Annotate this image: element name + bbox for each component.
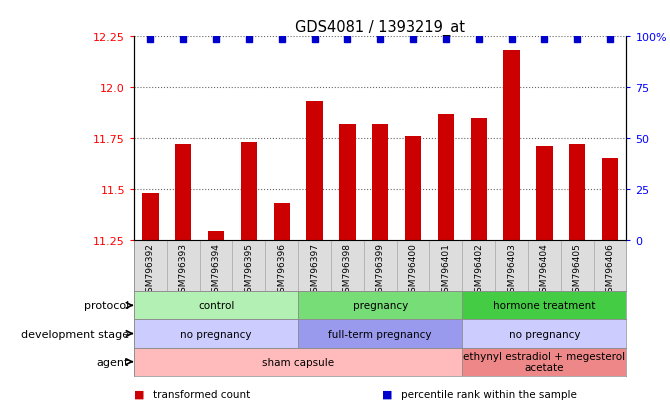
Text: GSM796401: GSM796401 <box>442 242 450 297</box>
Text: percentile rank within the sample: percentile rank within the sample <box>401 389 577 399</box>
Text: GSM796403: GSM796403 <box>507 242 516 297</box>
Bar <box>470 118 487 240</box>
Text: GSM796405: GSM796405 <box>573 242 582 297</box>
Text: GSM796395: GSM796395 <box>245 242 253 297</box>
Text: GSM796402: GSM796402 <box>474 242 483 297</box>
Text: ethynyl estradiol + megesterol
acetate: ethynyl estradiol + megesterol acetate <box>464 351 625 373</box>
Bar <box>462 348 626 376</box>
Bar <box>134 320 298 348</box>
Bar <box>208 232 224 240</box>
Text: GSM796394: GSM796394 <box>212 242 220 297</box>
Bar <box>438 114 454 240</box>
Bar <box>372 124 389 240</box>
Text: sham capsule: sham capsule <box>262 357 334 367</box>
Text: hormone treatment: hormone treatment <box>493 301 596 311</box>
Bar <box>241 142 257 240</box>
Text: no pregnancy: no pregnancy <box>509 329 580 339</box>
Bar <box>602 159 618 240</box>
Text: pregnancy: pregnancy <box>352 301 408 311</box>
Text: GSM796398: GSM796398 <box>343 242 352 297</box>
Bar <box>495 240 528 292</box>
Text: ■: ■ <box>382 389 393 399</box>
Text: control: control <box>198 301 234 311</box>
Bar <box>265 240 298 292</box>
Bar <box>331 240 364 292</box>
Text: no pregnancy: no pregnancy <box>180 329 252 339</box>
Bar <box>298 292 462 320</box>
Bar <box>232 240 265 292</box>
Bar <box>462 320 626 348</box>
Text: GSM796393: GSM796393 <box>179 242 188 297</box>
Bar <box>175 145 192 240</box>
Bar <box>503 51 520 240</box>
Text: GSM796399: GSM796399 <box>376 242 385 297</box>
Bar <box>134 292 298 320</box>
Bar <box>142 193 159 240</box>
Bar <box>134 348 462 376</box>
Text: ■: ■ <box>134 389 145 399</box>
Text: development stage: development stage <box>21 329 129 339</box>
Bar <box>561 240 594 292</box>
Bar <box>569 145 586 240</box>
Text: GSM796396: GSM796396 <box>277 242 286 297</box>
Bar <box>200 240 232 292</box>
Bar <box>298 240 331 292</box>
Bar <box>298 320 462 348</box>
Text: transformed count: transformed count <box>153 389 250 399</box>
Bar <box>594 240 626 292</box>
Text: GSM796400: GSM796400 <box>409 242 417 297</box>
Text: protocol: protocol <box>84 301 129 311</box>
Bar <box>273 204 290 240</box>
Text: full-term pregnancy: full-term pregnancy <box>328 329 432 339</box>
Bar <box>528 240 561 292</box>
Text: agent: agent <box>96 357 129 367</box>
Text: GSM796397: GSM796397 <box>310 242 319 297</box>
Text: GSM796392: GSM796392 <box>146 242 155 297</box>
Bar <box>364 240 397 292</box>
Text: GSM796404: GSM796404 <box>540 242 549 297</box>
Bar <box>405 137 421 240</box>
Bar <box>339 124 356 240</box>
Text: GSM796406: GSM796406 <box>606 242 614 297</box>
Bar <box>397 240 429 292</box>
Bar <box>462 240 495 292</box>
Title: GDS4081 / 1393219_at: GDS4081 / 1393219_at <box>295 20 465 36</box>
Bar <box>167 240 200 292</box>
Bar <box>462 292 626 320</box>
Bar <box>134 240 167 292</box>
Bar <box>536 147 553 240</box>
Bar <box>429 240 462 292</box>
Bar <box>306 102 323 240</box>
